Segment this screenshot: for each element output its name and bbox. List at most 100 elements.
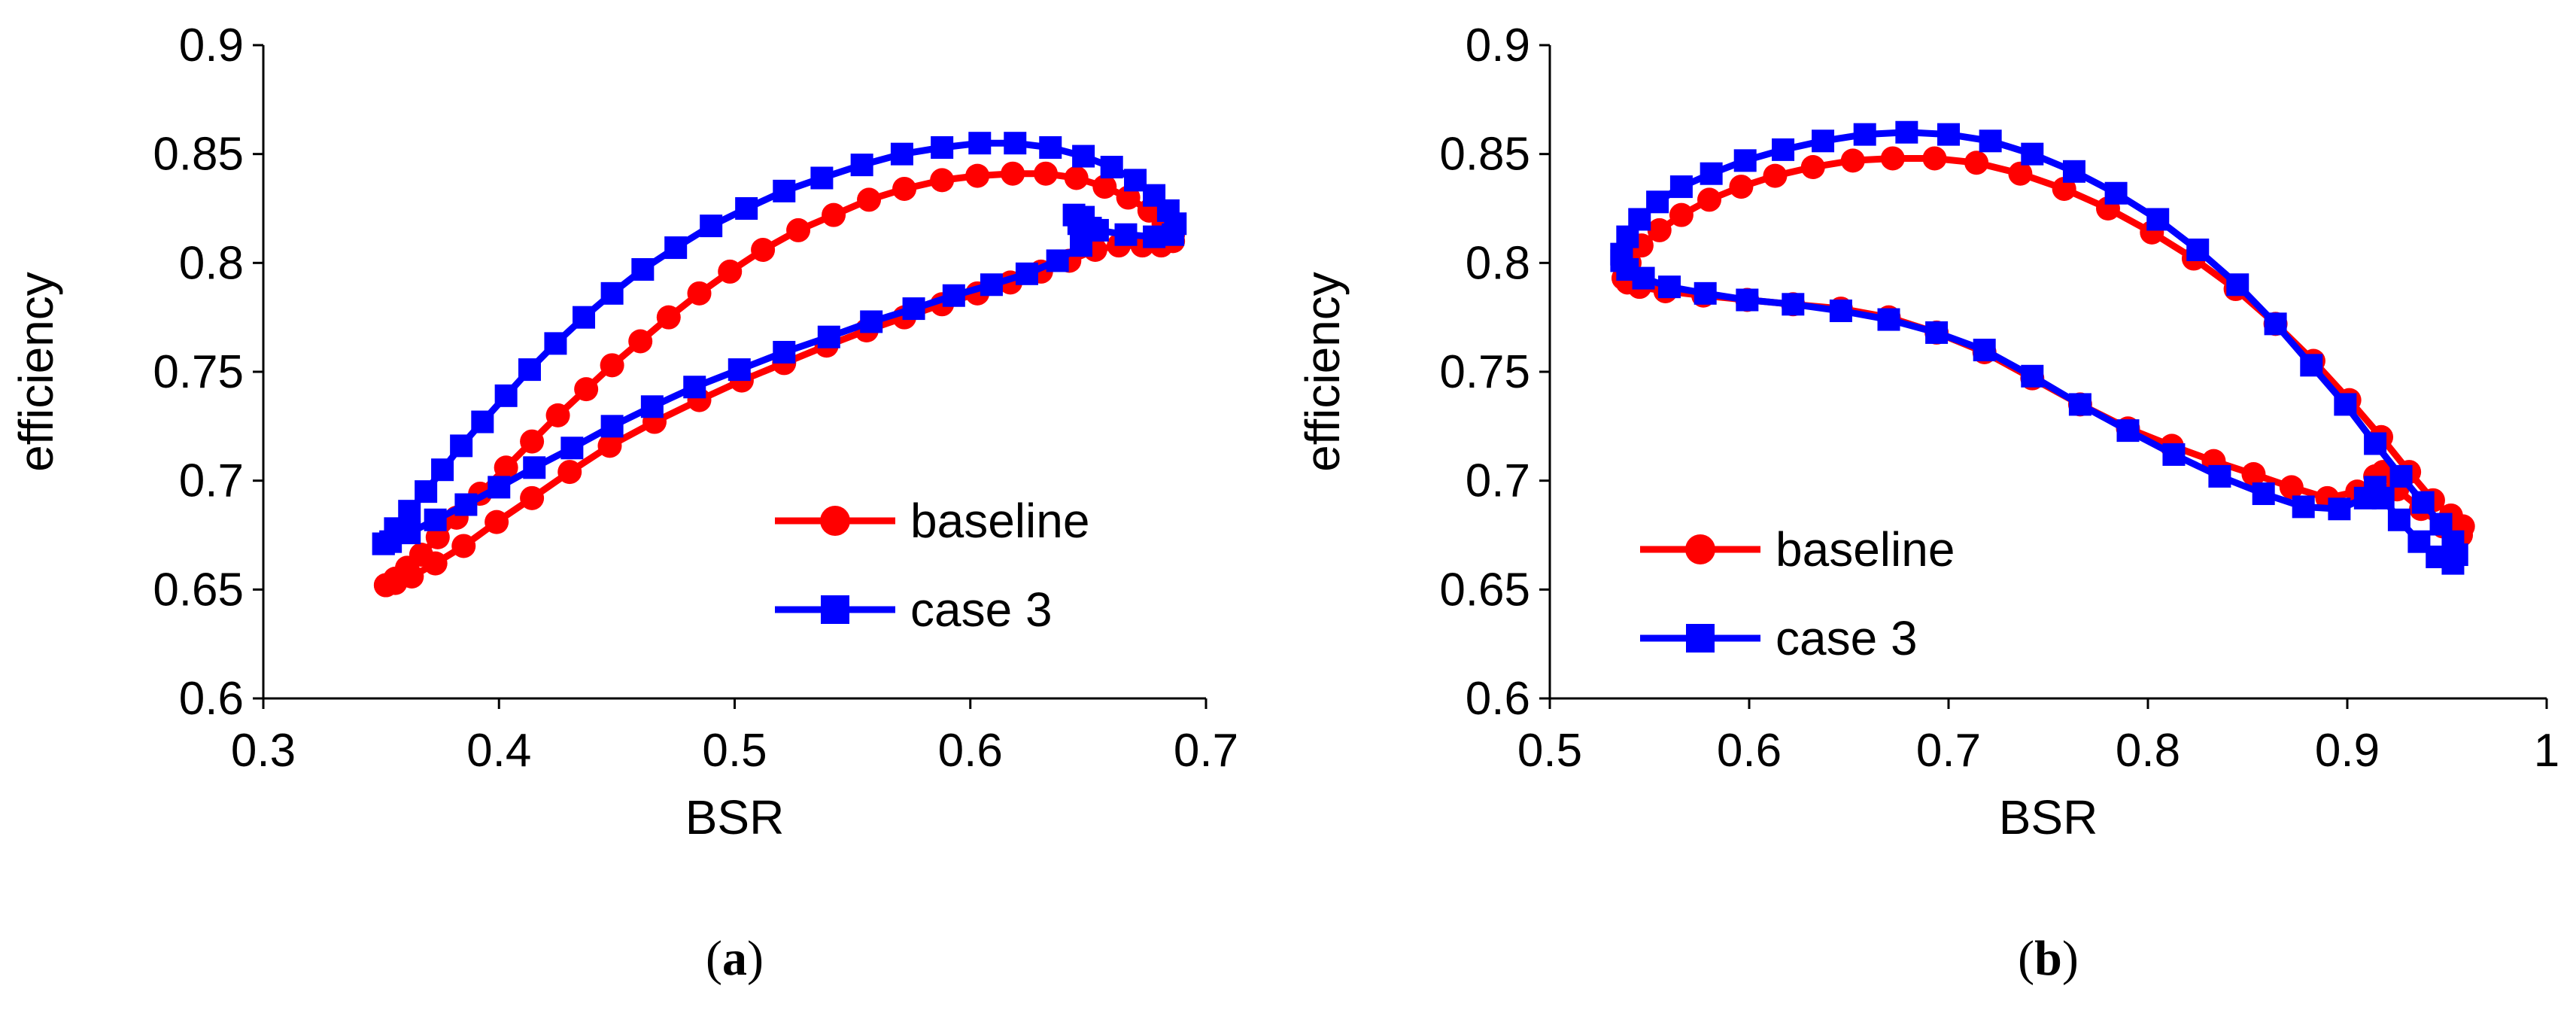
data-point-a-baseline-49 bbox=[557, 460, 582, 485]
x-tick-label-b-0: 0.5 bbox=[1517, 725, 1582, 777]
data-point-a-baseline-18 bbox=[822, 202, 846, 227]
y-tick-label-a-3: 0.75 bbox=[153, 346, 244, 398]
data-point-a-baseline-9 bbox=[545, 403, 570, 427]
caption-letter: a bbox=[722, 931, 747, 986]
data-point-a-case-3-46 bbox=[773, 340, 796, 364]
x-tick-label-b-1: 0.6 bbox=[1717, 725, 1782, 777]
data-point-b-case-3-45 bbox=[1877, 308, 1900, 331]
data-point-a-case-3-19 bbox=[890, 142, 913, 166]
data-point-b-baseline-5 bbox=[1697, 187, 1721, 212]
data-point-a-case-3-12 bbox=[631, 258, 655, 281]
data-point-a-case-3-17 bbox=[810, 166, 834, 190]
data-point-a-baseline-23 bbox=[1001, 161, 1025, 186]
data-point-a-case-3-3 bbox=[415, 480, 438, 503]
data-point-a-case-3-24 bbox=[1072, 145, 1095, 168]
data-point-b-case-3-16 bbox=[2146, 208, 2170, 231]
y-axis-label-b: efficiency bbox=[1296, 272, 1350, 472]
data-point-a-case-3-31 bbox=[1143, 225, 1166, 248]
data-point-a-baseline-52 bbox=[451, 534, 476, 558]
chart-panel-a: 0.6 0.65 0.7 0.75 0.8 0.85 0.9 0.3 0.4 0.5 0.6 0.7 B… bbox=[9, 20, 1238, 986]
data-point-b-case-3-20 bbox=[2300, 354, 2323, 377]
data-point-b-case-3-11 bbox=[1937, 123, 1960, 146]
data-point-a-baseline-51 bbox=[485, 510, 509, 534]
data-point-b-baseline-12 bbox=[1964, 151, 1989, 175]
data-point-a-case-3-21 bbox=[968, 132, 992, 155]
caption-paren-open: ( bbox=[706, 931, 722, 986]
legend-label-b-baseline: baseline bbox=[1776, 522, 1955, 576]
data-point-b-case-3-40 bbox=[2116, 419, 2140, 443]
data-point-a-case-3-40 bbox=[1015, 262, 1038, 285]
data-point-a-baseline-25 bbox=[1064, 166, 1089, 190]
data-point-b-case-3-8 bbox=[1812, 129, 1835, 153]
data-point-a-case-3-8 bbox=[518, 358, 541, 382]
data-point-b-case-3-13 bbox=[2021, 142, 2044, 166]
data-point-a-case-3-42 bbox=[942, 284, 965, 307]
x-tick-label-a-4: 0.7 bbox=[1174, 725, 1238, 777]
data-point-a-baseline-50 bbox=[520, 485, 545, 510]
data-point-a-case-3-6 bbox=[471, 410, 494, 434]
data-point-b-baseline-6 bbox=[1729, 175, 1754, 199]
y-tick-label-a-6: 0.9 bbox=[179, 20, 244, 71]
data-point-b-case-3-4 bbox=[1669, 175, 1693, 199]
x-axis-label-a: BSR bbox=[685, 790, 785, 844]
data-point-b-baseline-8 bbox=[1800, 155, 1825, 180]
data-point-a-baseline-14 bbox=[687, 281, 712, 306]
data-point-a-case-3-54 bbox=[454, 493, 478, 516]
series-line-b-baseline bbox=[1620, 155, 2467, 539]
y-tick-label-a-2: 0.7 bbox=[179, 455, 244, 507]
data-point-b-baseline-36 bbox=[2241, 461, 2266, 486]
data-point-b-baseline-4 bbox=[1669, 202, 1694, 227]
data-point-b-case-3-35 bbox=[2328, 497, 2351, 521]
data-point-b-baseline-3 bbox=[1647, 218, 1672, 242]
data-point-a-baseline-15 bbox=[718, 259, 743, 284]
y-tick-label-b-3: 0.75 bbox=[1439, 346, 1530, 398]
data-point-a-baseline-48 bbox=[597, 434, 622, 458]
data-point-a-baseline-19 bbox=[857, 187, 882, 212]
panel-caption-a: (a) bbox=[706, 931, 764, 986]
data-point-b-case-3-14 bbox=[2062, 160, 2085, 183]
data-point-a-case-3-47 bbox=[728, 358, 751, 382]
data-point-b-case-3-47 bbox=[1782, 293, 1805, 316]
data-point-b-baseline-13 bbox=[2008, 161, 2033, 186]
data-point-a-case-3-26 bbox=[1124, 169, 1147, 192]
y-tick-label-a-1: 0.65 bbox=[153, 564, 244, 616]
data-point-a-case-3-20 bbox=[931, 135, 954, 159]
x-tick-label-b-3: 0.8 bbox=[2116, 725, 2180, 777]
data-point-b-case-3-36 bbox=[2292, 495, 2315, 519]
data-point-a-baseline-8 bbox=[520, 429, 545, 454]
data-point-b-case-3-9 bbox=[1853, 123, 1876, 146]
data-point-b-case-3-46 bbox=[1829, 299, 1852, 322]
data-point-a-baseline-11 bbox=[600, 353, 624, 378]
caption-paren-close: ) bbox=[747, 931, 764, 986]
x-tick-label-a-2: 0.5 bbox=[702, 725, 767, 777]
data-point-a-case-3-30 bbox=[1162, 223, 1185, 246]
data-point-a-case-3-14 bbox=[700, 214, 723, 238]
data-point-b-case-3-49 bbox=[1694, 281, 1717, 305]
x-tick-label-b-2: 0.7 bbox=[1916, 725, 1981, 777]
x-axis-label-b: BSR bbox=[1999, 790, 2098, 844]
data-point-b-case-3-15 bbox=[2104, 181, 2128, 205]
caption-paren-open: ( bbox=[2018, 931, 2034, 986]
data-point-a-case-3-45 bbox=[817, 325, 840, 348]
data-point-b-case-3-43 bbox=[1973, 339, 1996, 362]
y-tick-label-b-2: 0.7 bbox=[1466, 455, 1530, 507]
data-point-b-case-3-19 bbox=[2264, 312, 2287, 336]
data-point-b-case-3-30 bbox=[2407, 530, 2431, 553]
data-point-a-case-3-5 bbox=[450, 434, 473, 458]
x-tick-label-a-3: 0.6 bbox=[938, 725, 1003, 777]
data-point-b-case-3-54 bbox=[1610, 242, 1633, 266]
y-axis-label-a: efficiency bbox=[9, 272, 63, 472]
data-point-b-case-3-24 bbox=[2411, 491, 2435, 514]
data-point-a-baseline-53 bbox=[423, 551, 448, 576]
data-point-a-baseline-22 bbox=[965, 163, 990, 188]
data-point-b-case-3-37 bbox=[2252, 482, 2275, 506]
data-point-b-case-3-42 bbox=[2021, 364, 2044, 388]
data-point-a-case-3-53 bbox=[488, 476, 511, 499]
data-point-a-baseline-17 bbox=[786, 218, 811, 242]
data-point-b-case-3-39 bbox=[2162, 443, 2186, 466]
data-point-a-baseline-13 bbox=[656, 305, 681, 330]
data-point-a-case-3-58 bbox=[372, 532, 395, 555]
data-point-a-baseline-4 bbox=[425, 525, 450, 549]
data-point-b-case-3-31 bbox=[2387, 508, 2410, 531]
